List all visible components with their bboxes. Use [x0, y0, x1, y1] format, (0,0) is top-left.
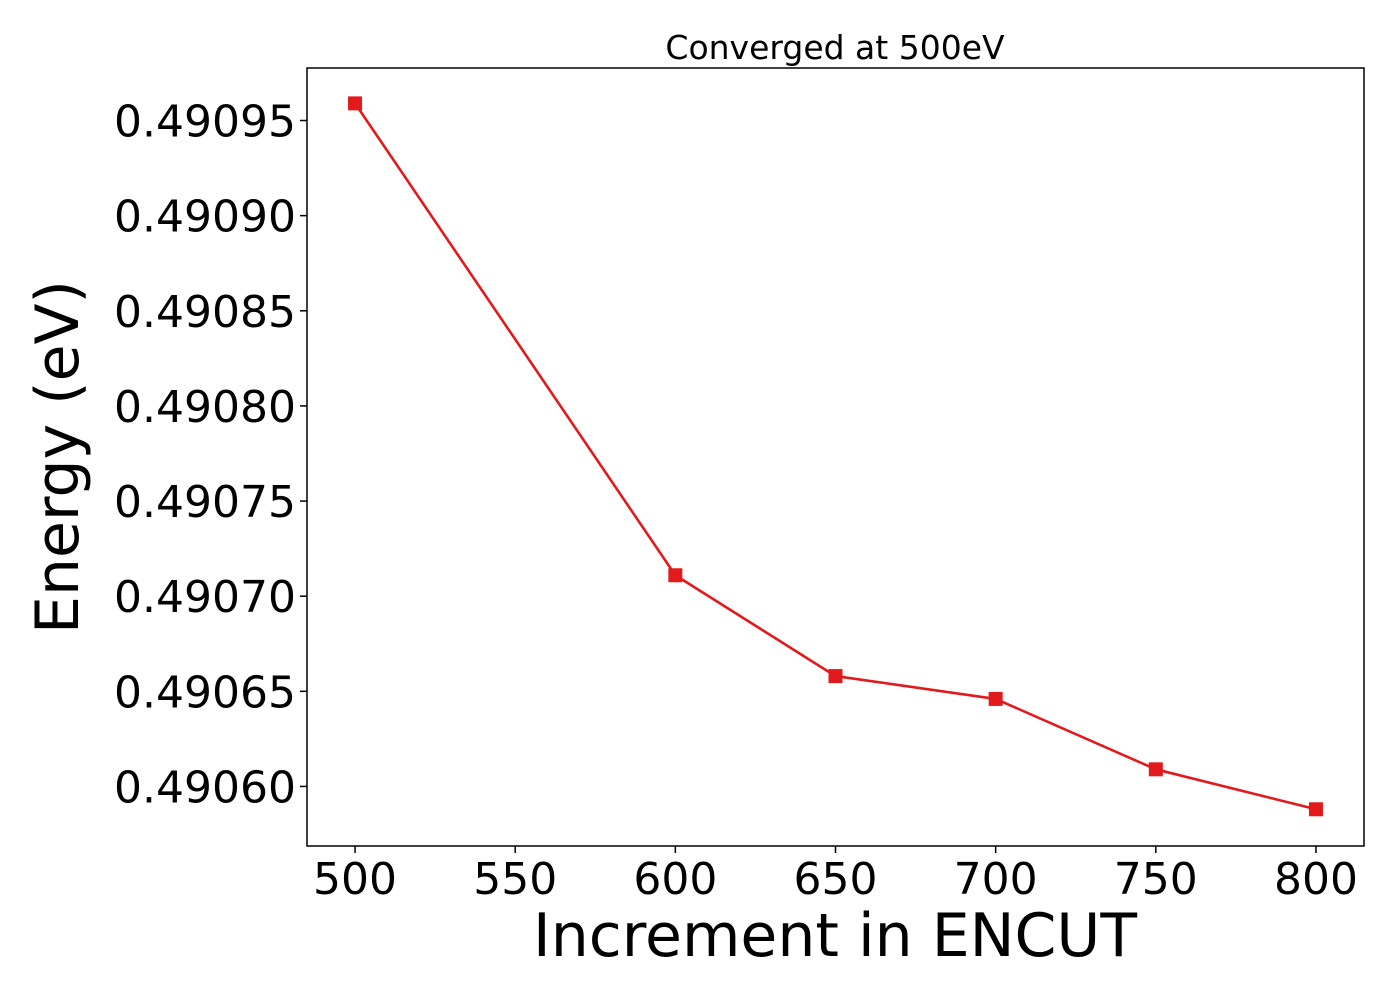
- plot-area: [306, 67, 1365, 847]
- x-tick-label: 650: [794, 854, 878, 905]
- y-tick-label: 0.49085: [114, 287, 296, 338]
- y-tick-label: 0.49060: [114, 762, 296, 813]
- data-point-marker: [828, 669, 843, 684]
- data-point-marker: [1308, 802, 1323, 817]
- y-axis-label: Energy (eV): [23, 280, 93, 634]
- y-tick-label: 0.49075: [114, 477, 296, 528]
- y-axis-ticks: 0.49060 0.49065 0.49070 0.49075 0.49080 0.490…: [114, 97, 307, 813]
- x-tick-label: 800: [1274, 854, 1358, 905]
- x-tick-label: 550: [473, 854, 557, 905]
- data-point-marker: [988, 691, 1003, 706]
- chart-title: Converged at 500eV: [665, 28, 1005, 67]
- x-axis-ticks: 500 550 600 650 700 750 800: [313, 846, 1358, 905]
- x-tick-label: 750: [1114, 854, 1198, 905]
- y-tick-label: 0.49095: [114, 97, 296, 148]
- plot-frame: [306, 67, 1365, 847]
- y-tick-label: 0.49090: [114, 192, 296, 243]
- x-tick-label: 600: [633, 854, 717, 905]
- data-point-marker: [668, 568, 683, 583]
- data-point-marker: [1148, 762, 1163, 777]
- x-tick-label: 700: [954, 854, 1038, 905]
- x-tick-label: 500: [313, 854, 397, 905]
- data-series: [348, 96, 1323, 817]
- y-tick-label: 0.49080: [114, 382, 296, 433]
- x-axis-label: Increment in ENCUT: [533, 901, 1137, 971]
- y-tick-label: 0.49070: [114, 572, 296, 623]
- data-point-marker: [348, 96, 363, 111]
- y-tick-label: 0.49065: [114, 667, 296, 718]
- series-line: [353, 102, 1317, 811]
